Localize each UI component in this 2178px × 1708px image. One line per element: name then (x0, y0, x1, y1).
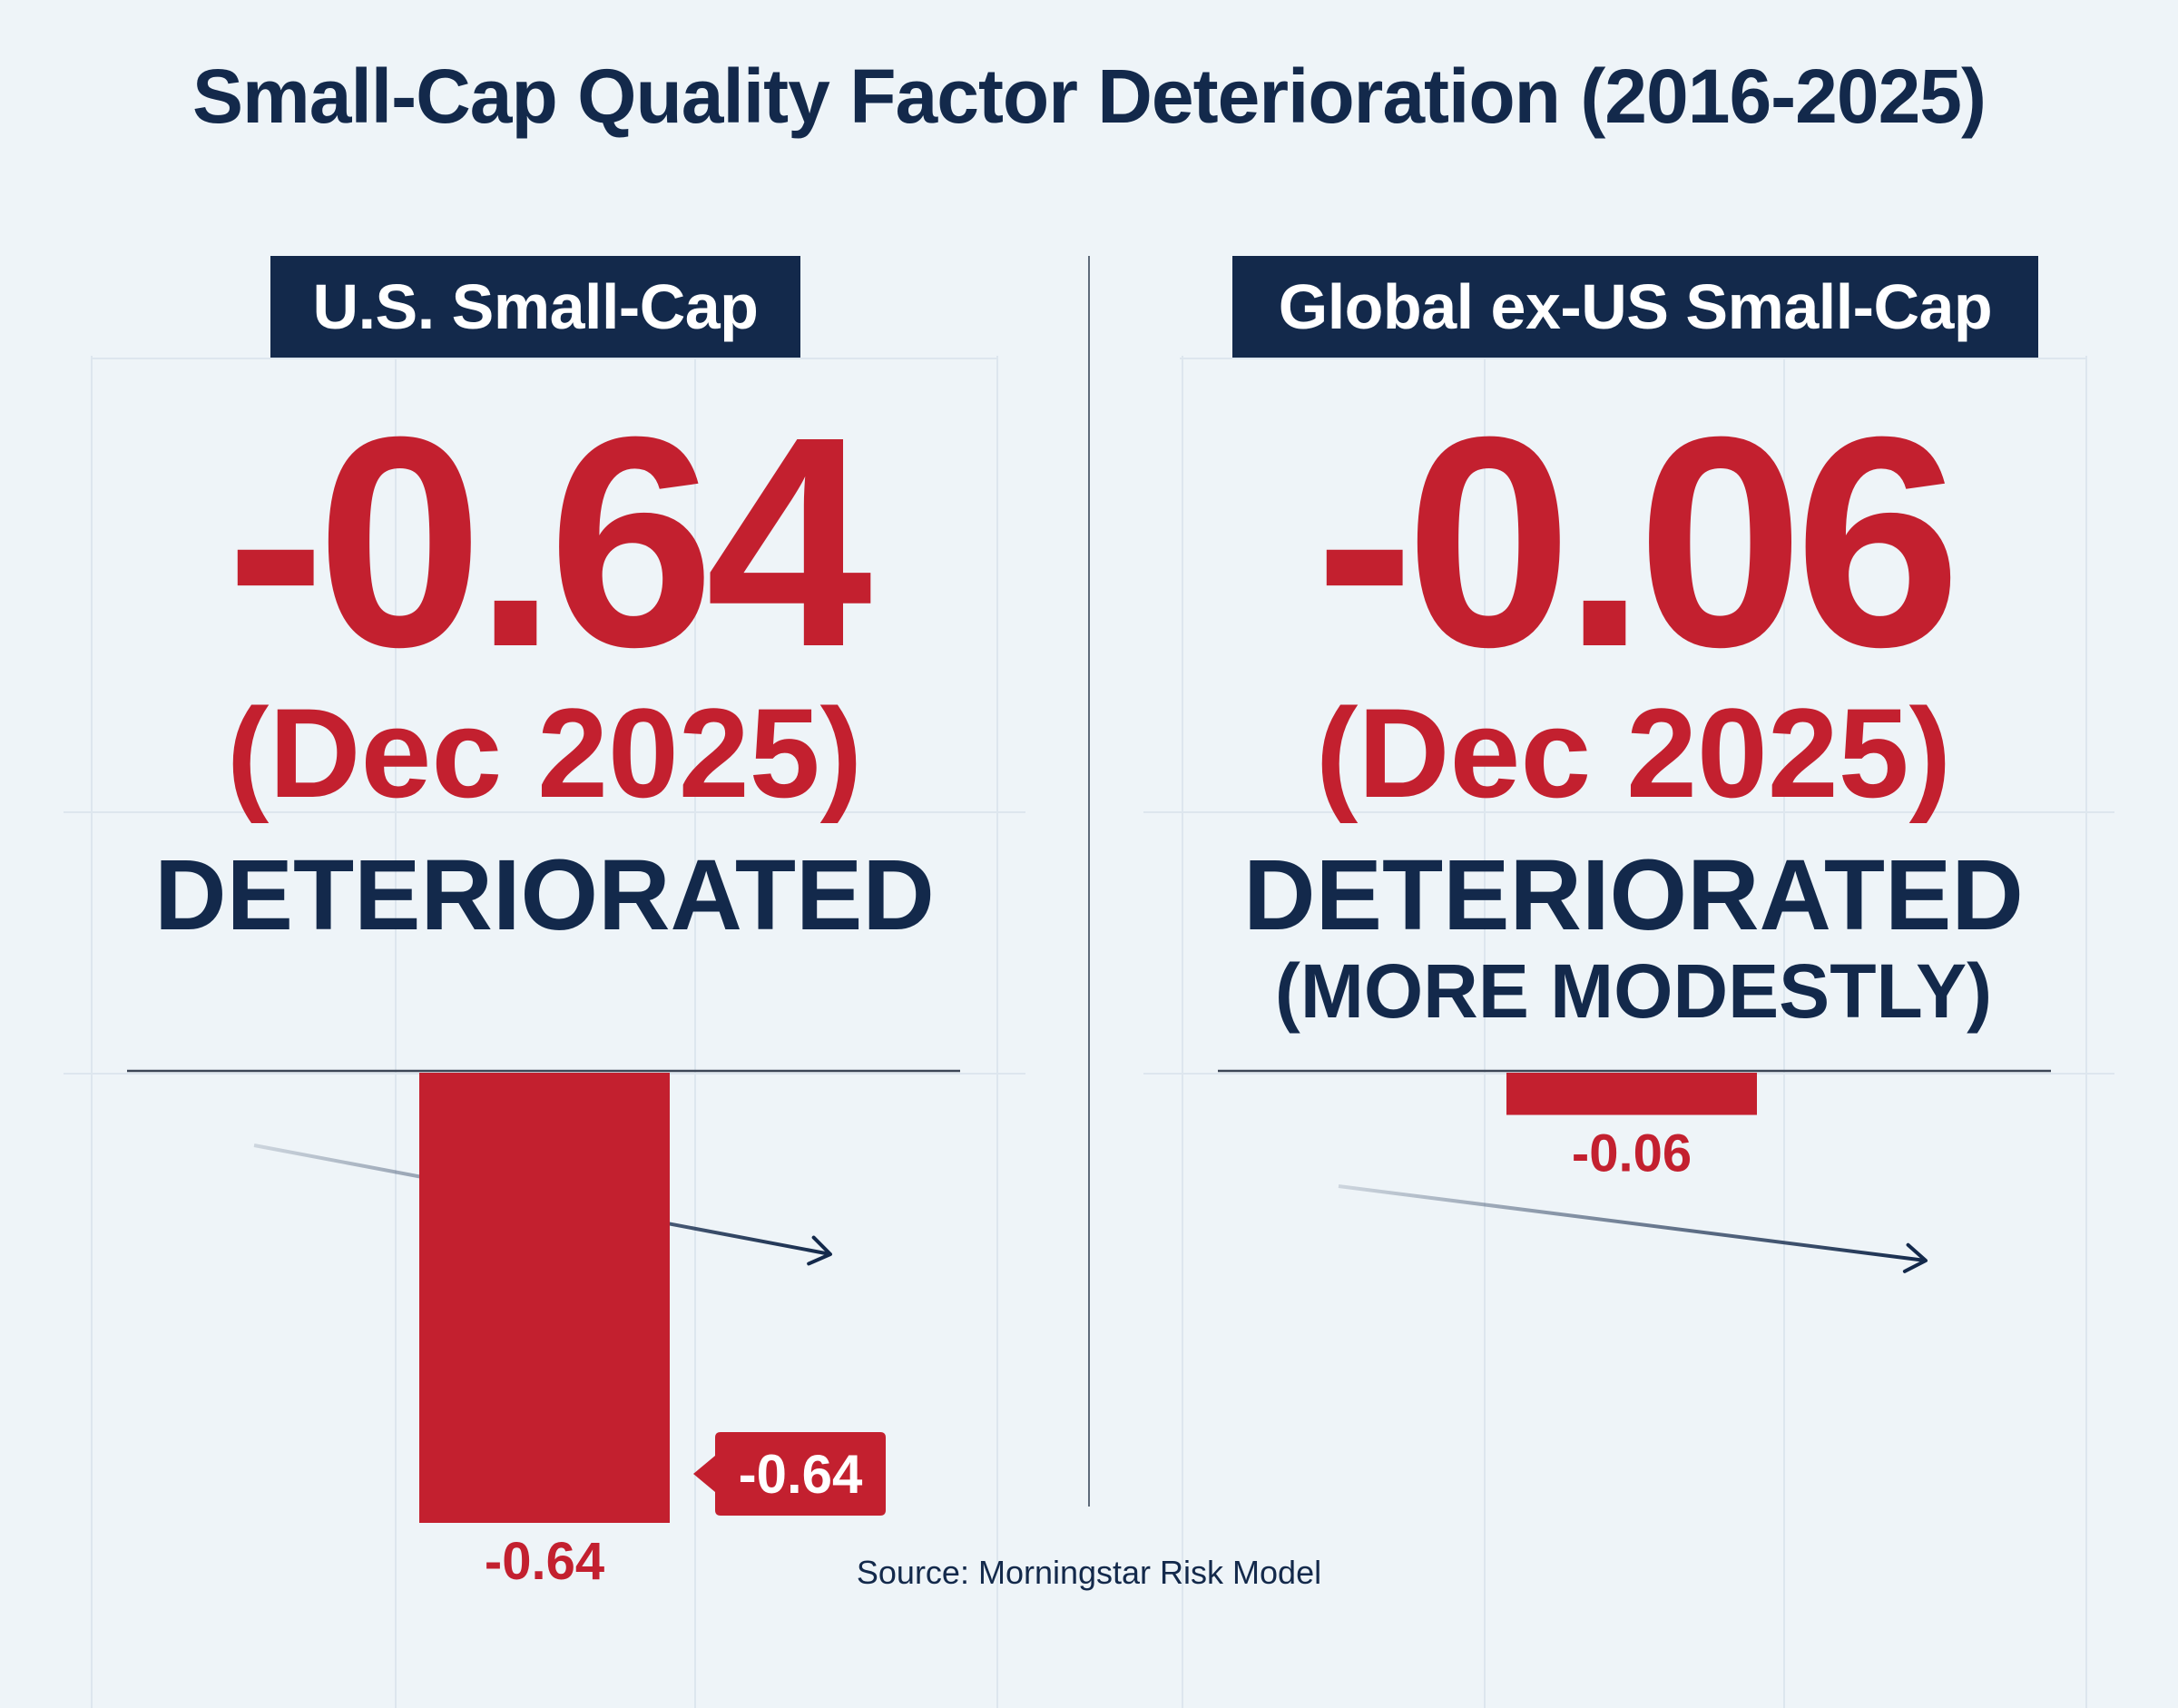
status-text: DETERIORATED (1243, 839, 2024, 951)
headline-date: (Dec 2025) (226, 682, 863, 824)
bar-value-label: -0.06 (1572, 1124, 1692, 1183)
trend-arrow-line (1338, 1184, 1927, 1262)
grid-line-v (395, 356, 397, 1708)
callout-tag (693, 1432, 886, 1516)
bar-value-label: -0.64 (485, 1532, 604, 1591)
grid-line-h (1143, 811, 2114, 813)
grid-line-v (2085, 356, 2087, 1708)
panel-divider (1088, 256, 1090, 1507)
headline-value: -0.64 (225, 374, 872, 709)
status-text: DETERIORATED (154, 839, 935, 951)
headline-value: -0.06 (1314, 374, 1961, 709)
callout-label: -0.64 (739, 1444, 863, 1505)
headline-date: (Dec 2025) (1315, 682, 1952, 824)
grid-line-v (91, 356, 93, 1708)
grid-line-v (1783, 356, 1785, 1708)
bar (1506, 1073, 1757, 1115)
grid-line-h (64, 811, 1025, 813)
grid-line-h (91, 358, 998, 359)
grid-line-v (1484, 356, 1486, 1708)
source-note: Source: Morningstar Risk Model (856, 1554, 1322, 1591)
bar-chart-global: -0.06 (1218, 1069, 2051, 1273)
bar (419, 1073, 670, 1523)
trend-arrow-head (807, 1235, 832, 1266)
bar-chart-us: -0.64 -0.64 (127, 1069, 960, 1591)
panel-us-small-cap: U.S. Small-Cap -0.64 (Dec 2025) DETERIOR… (0, 256, 1089, 1708)
chart-title: Small-Cap Quality Factor Deterioration (… (192, 54, 1987, 139)
grid-line-v (1182, 356, 1183, 1708)
panel-label: U.S. Small-Cap (270, 256, 800, 358)
grid-line-v (694, 356, 696, 1708)
grid-line-h (1180, 358, 2087, 359)
panel-label: Global ex-US Small-Cap (1232, 256, 2038, 358)
status-subtext: (MORE MODESTLY) (1274, 948, 1993, 1034)
grid-line-v (996, 356, 998, 1708)
trend-arrow-head (1902, 1242, 1928, 1273)
panel-global-ex-us-small-cap: Global ex-US Small-Cap -0.06 (Dec 2025) … (1089, 256, 2178, 1708)
